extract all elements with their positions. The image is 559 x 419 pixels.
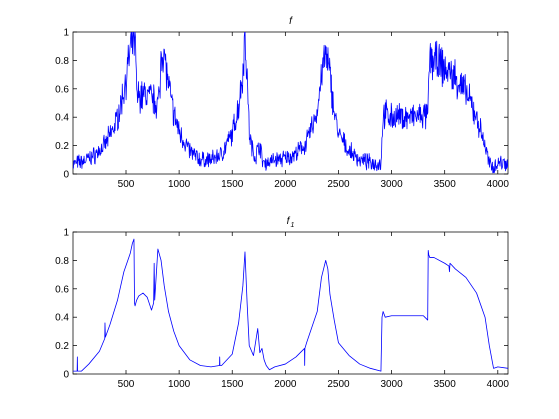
x-tick-label: 2000: [274, 379, 297, 390]
y-tick-label: 1: [63, 228, 69, 239]
series-line: [73, 32, 508, 174]
y-tick-label: 0.8: [55, 56, 69, 67]
y-tick-label: 1: [63, 28, 69, 39]
series-line: [73, 238, 508, 372]
x-tick-label: 2500: [327, 379, 350, 390]
x-tick-label: 4000: [487, 379, 510, 390]
y-tick-label: 0.6: [55, 284, 69, 295]
chart-title-subscript: 1: [290, 222, 294, 229]
y-tick-label: 0: [63, 170, 69, 181]
y-tick-label: 0.2: [55, 341, 69, 352]
x-tick-label: 3000: [380, 379, 403, 390]
y-tick-label: 0.4: [55, 313, 69, 324]
chart-f: 500 1000 1500 2000 2500 3000 3500 4000 0 0.2 0.4 0.…: [55, 16, 509, 190]
plot-area: [72, 231, 509, 375]
x-tick-label: 1000: [168, 379, 191, 390]
x-tick-label: 500: [118, 379, 135, 390]
chart-title: f: [289, 16, 293, 27]
x-tick-label: 3000: [380, 179, 403, 190]
x-tick-label: 3500: [434, 379, 457, 390]
y-tick-label: 0: [63, 370, 69, 381]
x-tick-label: 4000: [487, 179, 510, 190]
chart-f1: 500 1000 1500 2000 2500 3000 3500 4000 0 0.2 0.4 0.…: [55, 216, 509, 390]
y-tick-label: 0.6: [55, 84, 69, 95]
x-tick-label: 3500: [434, 179, 457, 190]
y-tick-label: 0.4: [55, 113, 69, 124]
x-tick-label: 1500: [221, 179, 244, 190]
x-tick-label: 1000: [168, 179, 191, 190]
x-tick-label: 2000: [274, 179, 297, 190]
x-tick-label: 1500: [221, 379, 244, 390]
y-tick-label: 0.2: [55, 141, 69, 152]
x-tick-label: 2500: [327, 179, 350, 190]
x-tick-label: 500: [118, 179, 135, 190]
chart-title: f1: [287, 216, 295, 229]
y-tick-label: 0.8: [55, 256, 69, 267]
